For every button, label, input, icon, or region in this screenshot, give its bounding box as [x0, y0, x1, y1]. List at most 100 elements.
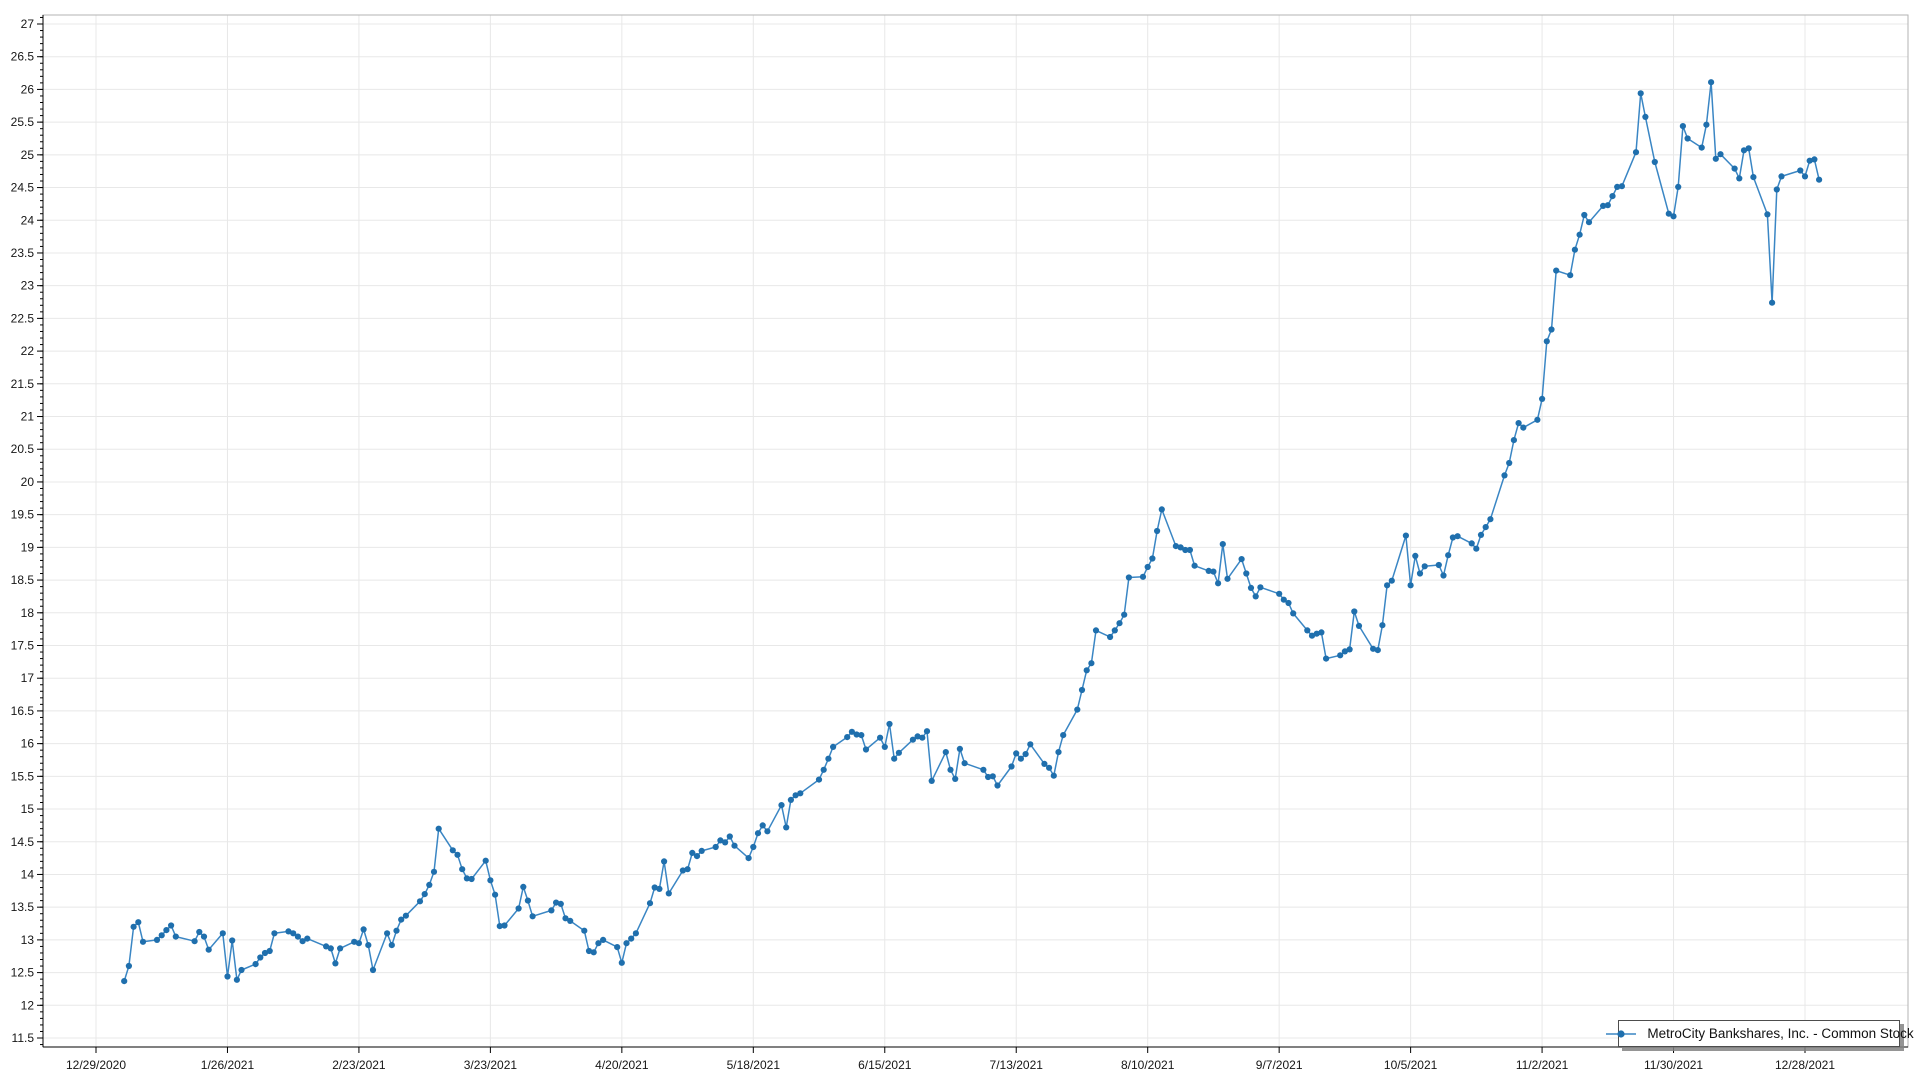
- data-point-marker: [1567, 272, 1574, 279]
- data-point-marker: [985, 773, 992, 781]
- data-point-marker: [665, 890, 672, 897]
- data-point-marker: [168, 922, 175, 929]
- data-point-marker: [848, 728, 856, 735]
- y-axis-tick-label: 25: [21, 148, 35, 162]
- data-point-marker: [449, 847, 456, 854]
- x-axis-tick-label: 5/18/2021: [727, 1058, 781, 1072]
- data-point-marker: [1440, 572, 1447, 579]
- data-point-marker: [1553, 267, 1560, 274]
- legend-series-label: MetroCity Bankshares, Inc. - Common Stoc…: [1647, 1026, 1914, 1041]
- data-point-marker: [1642, 113, 1649, 120]
- data-point-marker: [416, 898, 424, 905]
- data-point-marker: [787, 796, 795, 804]
- data-point-marker: [1074, 706, 1081, 713]
- data-point-marker: [656, 885, 663, 893]
- data-point-marker: [1703, 121, 1710, 128]
- data-point-marker: [1402, 532, 1409, 539]
- x-axis-tick-label: 12/28/2021: [1775, 1058, 1835, 1072]
- data-point-marker: [1510, 437, 1517, 444]
- data-point-marker: [1280, 596, 1287, 603]
- data-point-marker: [196, 928, 203, 936]
- data-point-marker: [815, 776, 823, 783]
- data-point-marker: [261, 949, 269, 957]
- data-point-marker: [1534, 416, 1541, 423]
- x-axis-tick-label: 3/23/2021: [464, 1058, 518, 1072]
- price-series-markers: [121, 79, 1823, 985]
- data-point-marker: [825, 755, 832, 762]
- data-point-marker: [891, 755, 898, 762]
- data-point-marker: [858, 732, 865, 739]
- y-axis-tick-label: 14.5: [11, 835, 35, 849]
- data-point-marker: [468, 875, 475, 883]
- y-axis-tick-label: 21.5: [11, 377, 35, 391]
- data-point-marker: [1252, 593, 1259, 600]
- data-point-marker: [1205, 567, 1212, 575]
- data-point-marker: [501, 922, 508, 929]
- data-point-marker: [337, 945, 344, 952]
- data-point-marker: [463, 875, 470, 882]
- data-point-marker: [1412, 552, 1419, 560]
- x-axis-tick-label: 8/10/2021: [1121, 1058, 1175, 1072]
- data-point-marker: [1416, 570, 1424, 577]
- data-point-marker: [1144, 563, 1151, 571]
- data-point-marker: [759, 822, 766, 829]
- data-point-marker: [1276, 590, 1283, 597]
- y-axis-tick-label: 16.5: [11, 704, 35, 718]
- data-point-marker: [1811, 156, 1818, 163]
- data-point-marker: [1008, 763, 1015, 770]
- data-point-marker: [205, 946, 212, 953]
- data-point-marker: [1769, 299, 1776, 306]
- data-point-marker: [1445, 552, 1452, 559]
- data-point-marker: [1154, 527, 1161, 535]
- data-point-marker: [947, 766, 954, 773]
- data-point-marker: [454, 851, 461, 858]
- data-point-marker: [252, 961, 259, 968]
- data-point-marker: [1017, 755, 1024, 762]
- data-point-marker: [1158, 506, 1165, 513]
- data-point-marker: [524, 897, 532, 904]
- x-axis-tick-label: 4/20/2021: [595, 1058, 649, 1072]
- data-point-marker: [1675, 183, 1682, 190]
- x-axis-tick-label: 2/23/2021: [332, 1058, 386, 1072]
- data-point-marker: [1487, 516, 1494, 523]
- data-point-marker: [618, 959, 625, 966]
- data-point-marker: [200, 933, 208, 940]
- y-axis-tick-label: 15: [21, 802, 35, 816]
- y-axis-tick-label: 22: [21, 344, 35, 358]
- data-point-marker: [1182, 546, 1189, 554]
- data-point-marker: [1139, 573, 1147, 580]
- data-point-marker: [426, 881, 433, 889]
- data-point-marker: [1665, 210, 1672, 217]
- data-point-marker: [1604, 202, 1611, 209]
- data-point-marker: [1632, 149, 1640, 156]
- y-axis-tick-label: 23: [21, 279, 35, 293]
- data-point-marker: [1247, 584, 1255, 592]
- data-point-marker: [224, 973, 231, 980]
- data-point-marker: [1374, 647, 1381, 654]
- data-point-marker: [1778, 173, 1785, 180]
- y-axis-tick-label: 22.5: [11, 311, 35, 325]
- data-point-marker: [1149, 555, 1156, 562]
- data-point-marker: [1111, 627, 1118, 634]
- data-point-marker: [1083, 667, 1090, 674]
- x-axis-tick-label: 1/26/2021: [201, 1058, 255, 1072]
- data-point-marker: [994, 782, 1001, 789]
- data-point-marker: [1125, 574, 1132, 581]
- data-point-marker: [717, 837, 724, 844]
- y-axis-tick-label: 12: [21, 998, 35, 1012]
- data-point-marker: [1088, 660, 1095, 667]
- data-point-marker: [1055, 749, 1062, 756]
- data-point-marker: [1407, 582, 1414, 589]
- data-point-marker: [219, 930, 226, 937]
- data-point-marker: [1473, 545, 1480, 552]
- data-point-marker: [1107, 633, 1114, 641]
- data-point-marker: [266, 947, 273, 955]
- data-point-marker: [355, 940, 362, 947]
- data-point-marker: [1618, 183, 1625, 190]
- data-point-marker: [820, 766, 827, 773]
- data-point-marker: [153, 936, 161, 944]
- data-point-marker: [1355, 622, 1363, 630]
- data-point-marker: [1384, 582, 1391, 589]
- data-point-marker: [1515, 420, 1522, 427]
- data-point-marker: [1046, 764, 1053, 771]
